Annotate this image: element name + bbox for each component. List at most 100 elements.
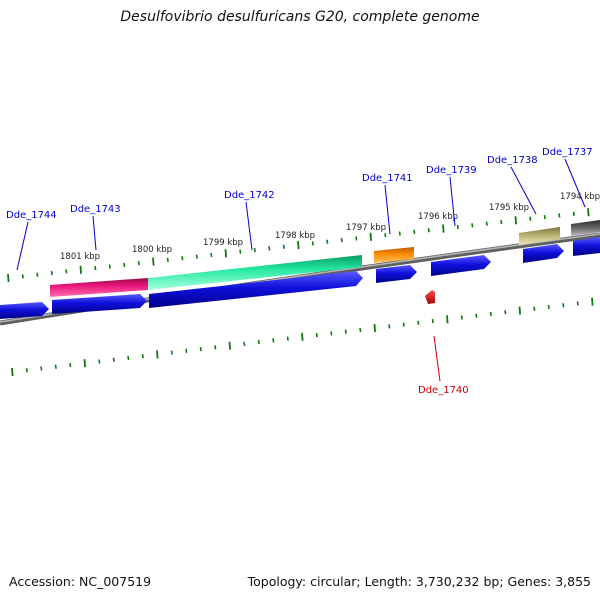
outer-minor-tick <box>21 274 24 279</box>
inner-minor-tick <box>460 315 463 320</box>
outer-major-tick <box>369 232 372 241</box>
inner-minor-tick <box>54 364 57 369</box>
outer-major-tick <box>442 224 445 233</box>
inner-minor-tick <box>388 324 391 329</box>
inner-major-tick <box>156 350 159 359</box>
inner-scale-ticks <box>11 297 594 377</box>
outer-minor-tick <box>355 236 358 241</box>
cds-arrow-dde-1738[interactable] <box>523 244 564 263</box>
outer-minor-tick <box>166 257 169 263</box>
outer-major-tick <box>152 257 155 266</box>
inner-major-tick <box>301 332 304 341</box>
inner-minor-tick <box>475 313 478 318</box>
cds-arrow-dde-1743[interactable] <box>52 294 147 314</box>
leader-line-dde-1744 <box>16 221 29 271</box>
inner-minor-tick <box>112 357 115 362</box>
outer-minor-tick <box>485 221 488 226</box>
cds-arrow-dde-1737[interactable] <box>573 237 600 256</box>
feature-bar-dde-1743[interactable] <box>50 278 148 297</box>
inner-minor-tick <box>170 350 173 355</box>
leader-line-dde-1742 <box>245 201 253 251</box>
feature-bar-dde-1738[interactable] <box>519 227 560 245</box>
feature-bar-dde-1742[interactable] <box>148 255 362 290</box>
outer-minor-tick <box>384 233 387 238</box>
inner-minor-tick <box>214 345 217 350</box>
inner-major-tick <box>591 297 594 306</box>
feature-track <box>50 220 600 297</box>
inner-minor-tick <box>504 310 507 315</box>
inner-minor-tick <box>402 322 405 327</box>
inner-minor-tick <box>199 347 202 352</box>
feature-bar-dde-1741[interactable] <box>374 247 414 263</box>
gene-label-dde-1741[interactable]: Dde_1741 <box>362 173 413 184</box>
inner-minor-tick <box>576 301 579 306</box>
scale-label-1801: 1801 kbp <box>60 252 100 262</box>
inner-minor-tick <box>25 368 28 373</box>
scale-label-1800: 1800 kbp <box>132 245 172 255</box>
outer-minor-tick <box>282 244 285 249</box>
inner-minor-tick <box>431 318 434 324</box>
inner-major-tick <box>373 324 376 333</box>
outer-minor-tick <box>210 252 213 258</box>
leader-line-dde-1739 <box>449 176 456 227</box>
gene-label-dde-1738[interactable]: Dde_1738 <box>487 155 538 166</box>
scale-label-1798: 1798 kbp <box>275 231 315 241</box>
leader-line-dde-1743 <box>92 215 97 251</box>
inner-minor-tick <box>257 340 260 345</box>
outer-minor-tick <box>239 249 242 254</box>
genome-title: Desulfovibrio desulfuricans G20, complet… <box>120 9 480 25</box>
outer-minor-tick <box>195 254 198 259</box>
outer-minor-tick <box>340 238 343 243</box>
cds-arrow-dde-1739[interactable] <box>431 255 491 276</box>
outer-minor-tick <box>398 231 401 236</box>
gene-label-dde-1737[interactable]: Dde_1737 <box>542 147 593 158</box>
outer-minor-tick <box>500 219 503 225</box>
outer-minor-tick <box>36 272 39 277</box>
outer-minor-tick <box>253 247 256 253</box>
inner-minor-tick <box>359 327 362 332</box>
cds-arrow-dde-1744[interactable] <box>0 302 49 319</box>
outer-minor-tick <box>326 239 329 244</box>
outer-major-tick <box>297 241 300 250</box>
inner-major-tick <box>518 306 521 315</box>
outer-minor-tick <box>471 223 474 228</box>
gene-label-dde-1740[interactable]: Dde_1740 <box>418 385 469 396</box>
outer-minor-tick <box>65 269 68 274</box>
inner-minor-tick <box>141 354 144 359</box>
gene-label-dde-1743[interactable]: Dde_1743 <box>70 204 121 215</box>
gene-label-dde-1739[interactable]: Dde_1739 <box>426 165 477 176</box>
outer-major-tick <box>587 208 590 217</box>
scale-label-1795: 1795 kbp <box>489 203 529 213</box>
genome-summary-text: Topology: circular; Length: 3,730,232 bp… <box>247 574 591 589</box>
outer-minor-tick <box>543 214 546 220</box>
inner-minor-tick <box>272 338 275 343</box>
inner-major-tick <box>83 359 86 368</box>
inner-minor-tick <box>330 331 333 336</box>
scale-label-1796: 1796 kbp <box>418 212 458 222</box>
gene-label-dde-1742[interactable]: Dde_1742 <box>224 190 275 201</box>
inner-minor-tick <box>315 332 318 338</box>
cds-arrow-dde-1742[interactable] <box>149 271 363 308</box>
cds-arrow-dde-1741[interactable] <box>376 265 417 283</box>
inner-minor-tick <box>489 311 492 317</box>
inner-minor-tick <box>417 320 420 325</box>
outer-minor-tick <box>572 211 575 216</box>
outer-minor-tick <box>137 261 140 266</box>
inner-major-tick <box>11 367 14 377</box>
inner-minor-tick <box>533 306 536 311</box>
outer-minor-tick <box>123 262 126 267</box>
gene-label-dde-1744[interactable]: Dde_1744 <box>6 210 57 221</box>
inner-minor-tick <box>185 348 188 354</box>
selected-gene-marker-dde-1740[interactable] <box>425 290 435 304</box>
inner-minor-tick <box>547 304 550 310</box>
outer-major-tick <box>224 249 227 258</box>
feature-bar-dde-1737[interactable] <box>571 220 600 236</box>
inner-major-tick <box>228 341 231 350</box>
inner-minor-tick <box>40 366 43 371</box>
outer-major-tick <box>79 265 82 274</box>
outer-minor-tick <box>108 264 111 269</box>
leader-line-dde-1740 <box>433 335 441 382</box>
scale-label-1799: 1799 kbp <box>203 238 243 248</box>
outer-minor-tick <box>311 241 314 246</box>
